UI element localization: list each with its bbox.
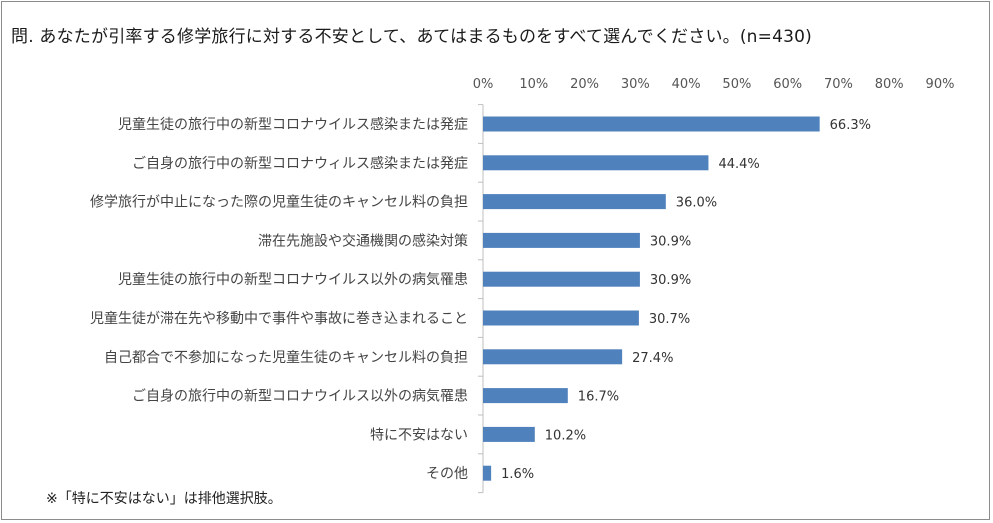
bar xyxy=(483,349,623,365)
category-label: 児童生徒が滞在先や移動中で事件や事故に巻き込まれること xyxy=(90,310,468,327)
x-tick-label: 10% xyxy=(519,77,548,92)
data-label: 44.4% xyxy=(718,157,759,172)
category-label: 滞在先施設や交通機関の感染対策 xyxy=(258,232,468,249)
bar xyxy=(483,232,640,248)
x-tick-label: 80% xyxy=(875,77,904,92)
data-label: 1.6% xyxy=(501,467,534,482)
bar xyxy=(483,155,709,171)
chart-footnote: ※「特に不安はない」は排他選択肢。 xyxy=(46,491,282,507)
data-label: 30.9% xyxy=(650,234,691,249)
x-tick-label: 20% xyxy=(570,77,599,92)
data-label: 27.4% xyxy=(632,351,673,366)
x-tick-label: 0% xyxy=(473,77,494,92)
category-label: 修学旅行が中止になった際の児童生徒のキャンセル料の負担 xyxy=(90,194,468,211)
x-tick-label: 60% xyxy=(773,77,802,92)
category-label: ご自身の旅行中の新型コロナウィルス感染または発症 xyxy=(132,155,468,172)
x-tick-label: 40% xyxy=(672,77,701,92)
data-label: 36.0% xyxy=(676,196,717,211)
data-label: 30.9% xyxy=(650,273,691,288)
bar xyxy=(483,310,639,326)
category-label: 特に不安はない xyxy=(370,427,468,443)
data-label: 16.7% xyxy=(578,390,619,405)
chart-title: 問. あなたが引率する修学旅行に対する不安として、あてはまるものをすべて選んでく… xyxy=(11,27,812,47)
category-label: その他 xyxy=(426,466,468,482)
bar xyxy=(483,426,535,442)
bar xyxy=(483,116,820,132)
category-label: 児童生徒の旅行中の新型コロナウイルス感染または発症 xyxy=(118,116,468,133)
x-tick-label: 50% xyxy=(722,77,751,92)
category-label: 児童生徒の旅行中の新型コロナウイルス以外の病気罹患 xyxy=(118,271,468,288)
bar xyxy=(483,271,640,287)
bar xyxy=(483,194,666,210)
bar xyxy=(483,465,492,481)
x-tick-label: 90% xyxy=(926,77,955,92)
category-label: ご自身の旅行中の新型コロナウイルス以外の病気罹患 xyxy=(132,389,468,405)
category-label: 自己都合で不参加になった児童生徒のキャンセル料の負担 xyxy=(104,349,468,366)
x-tick-label: 30% xyxy=(621,77,650,92)
data-label: 66.3% xyxy=(830,118,871,133)
x-tick-label: 70% xyxy=(824,77,853,92)
data-label: 10.2% xyxy=(545,428,586,443)
bar xyxy=(483,388,568,404)
data-label: 30.7% xyxy=(649,312,690,327)
